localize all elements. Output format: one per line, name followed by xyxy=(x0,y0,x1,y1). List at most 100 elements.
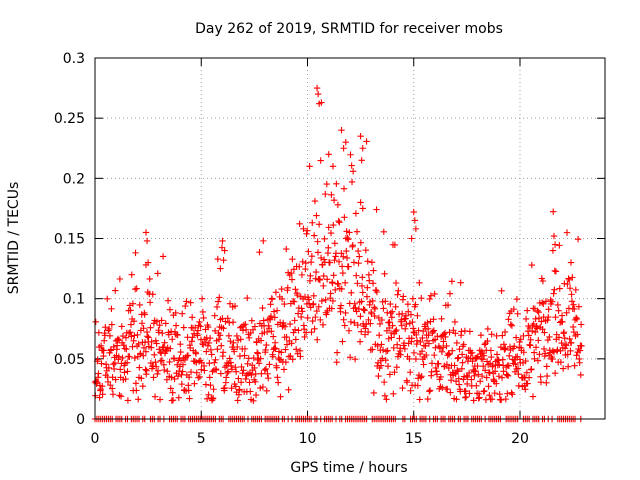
data-point xyxy=(241,352,248,359)
data-point xyxy=(488,331,495,338)
data-point xyxy=(124,397,132,404)
data-point xyxy=(566,285,574,292)
data-point xyxy=(344,234,351,242)
data-point xyxy=(544,336,552,344)
data-point xyxy=(419,334,426,342)
data-point xyxy=(370,389,378,397)
data-point xyxy=(334,201,342,209)
data-point xyxy=(493,380,500,387)
data-point xyxy=(424,325,432,333)
data-point xyxy=(145,334,152,341)
data-point xyxy=(495,373,503,380)
data-point xyxy=(98,360,105,367)
data-point xyxy=(459,359,466,366)
data-point xyxy=(92,318,99,326)
data-point xyxy=(205,323,212,331)
data-point xyxy=(491,368,499,375)
data-point xyxy=(392,279,400,287)
data-point xyxy=(396,335,403,342)
data-point xyxy=(140,325,147,332)
tick-labels: 0 0.05 0.1 0.15 0.2 0.25 0.3 0 5 10 15 20 xyxy=(54,51,529,447)
data-point xyxy=(496,361,503,368)
data-point xyxy=(340,145,347,152)
data-point xyxy=(177,340,184,348)
data-point xyxy=(550,208,557,215)
data-point xyxy=(108,305,115,313)
data-point xyxy=(288,276,296,283)
data-point xyxy=(248,317,256,324)
data-point xyxy=(411,217,419,224)
data-point xyxy=(568,291,575,298)
data-point xyxy=(111,359,119,367)
data-point xyxy=(219,237,226,245)
data-point xyxy=(575,303,583,310)
data-point xyxy=(292,336,300,343)
data-point xyxy=(209,368,216,375)
data-point xyxy=(532,344,540,351)
data-point xyxy=(462,387,469,395)
data-point xyxy=(156,396,164,403)
data-point xyxy=(371,304,378,311)
data-point xyxy=(319,321,327,329)
data-point xyxy=(214,298,222,305)
data-point xyxy=(304,314,311,322)
data-point xyxy=(543,379,550,387)
data-point xyxy=(335,217,342,225)
data-point xyxy=(429,328,436,335)
data-point xyxy=(110,365,118,373)
data-point xyxy=(568,298,576,305)
data-point xyxy=(447,376,455,384)
data-point xyxy=(312,268,320,276)
data-point xyxy=(297,353,304,360)
data-point xyxy=(493,351,501,358)
data-point xyxy=(168,374,175,381)
data-point xyxy=(134,331,141,339)
data-point xyxy=(292,346,300,353)
x-axis-label: GPS time / hours xyxy=(290,460,407,476)
data-point xyxy=(366,277,373,284)
data-point xyxy=(322,296,329,304)
data-point xyxy=(187,299,194,306)
data-point xyxy=(214,255,221,263)
data-point xyxy=(465,369,473,377)
data-point xyxy=(471,372,478,379)
data-point xyxy=(315,100,323,107)
data-point xyxy=(153,318,161,325)
data-point xyxy=(331,240,339,247)
data-point xyxy=(205,339,213,347)
data-point xyxy=(320,282,327,290)
data-point xyxy=(216,332,224,339)
data-point xyxy=(412,355,420,363)
data-point xyxy=(209,394,217,402)
data-point xyxy=(272,289,280,296)
data-point xyxy=(351,319,358,326)
data-point xyxy=(407,387,414,394)
data-point xyxy=(444,385,451,393)
data-point xyxy=(283,341,291,348)
data-point xyxy=(142,261,150,269)
data-point xyxy=(426,295,433,303)
data-point xyxy=(423,351,430,359)
data-point xyxy=(151,351,158,359)
data-point xyxy=(154,270,161,277)
data-point xyxy=(337,302,345,309)
data-point xyxy=(554,301,562,309)
data-point xyxy=(444,301,452,309)
data-point xyxy=(382,357,389,364)
data-point xyxy=(142,366,149,373)
data-point xyxy=(505,362,513,370)
data-point xyxy=(112,376,119,383)
data-point xyxy=(267,301,274,308)
data-point xyxy=(139,382,147,390)
data-point xyxy=(384,362,392,370)
data-point xyxy=(105,325,113,333)
data-point xyxy=(510,305,518,313)
data-points xyxy=(91,84,585,423)
data-point xyxy=(244,294,251,302)
data-point xyxy=(362,325,369,332)
plot-frame xyxy=(94,57,606,420)
data-point xyxy=(362,321,370,328)
data-point xyxy=(117,366,124,373)
data-point xyxy=(356,253,363,260)
